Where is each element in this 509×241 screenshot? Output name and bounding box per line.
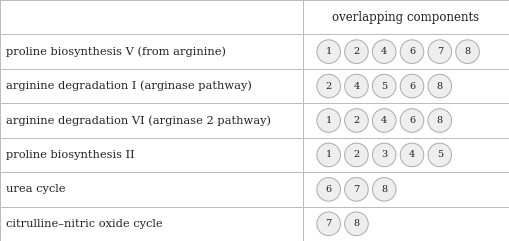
Text: 6: 6 [409,81,415,91]
Text: 6: 6 [409,47,415,56]
Text: 7: 7 [437,47,443,56]
Text: overlapping components: overlapping components [332,11,479,24]
Text: 2: 2 [353,150,359,160]
Text: proline biosynthesis V (from arginine): proline biosynthesis V (from arginine) [6,46,226,57]
Text: 5: 5 [437,150,443,160]
Circle shape [428,143,451,167]
Circle shape [317,74,341,98]
Text: 1: 1 [326,116,332,125]
Text: 1: 1 [326,150,332,160]
Circle shape [428,109,451,132]
Circle shape [345,40,368,63]
Circle shape [456,40,479,63]
Text: 4: 4 [353,81,359,91]
Circle shape [317,212,341,236]
Circle shape [345,178,368,201]
Circle shape [317,40,341,63]
Circle shape [345,109,368,132]
Text: 8: 8 [381,185,387,194]
Text: 2: 2 [353,116,359,125]
Circle shape [317,143,341,167]
Circle shape [345,74,368,98]
Circle shape [400,143,424,167]
Text: 8: 8 [437,116,443,125]
Circle shape [345,212,368,236]
Text: arginine degradation VI (arginase 2 pathway): arginine degradation VI (arginase 2 path… [6,115,271,126]
Text: urea cycle: urea cycle [6,184,66,194]
Text: arginine degradation I (arginase pathway): arginine degradation I (arginase pathway… [6,81,252,91]
Circle shape [400,40,424,63]
Text: 4: 4 [409,150,415,160]
Text: 2: 2 [326,81,332,91]
Circle shape [428,74,451,98]
Text: 8: 8 [437,81,443,91]
Text: 2: 2 [353,47,359,56]
Text: 8: 8 [465,47,471,56]
Circle shape [428,40,451,63]
Circle shape [373,109,396,132]
Circle shape [373,178,396,201]
Text: proline biosynthesis II: proline biosynthesis II [6,150,134,160]
Text: 7: 7 [353,185,359,194]
Text: 4: 4 [381,47,387,56]
Text: 5: 5 [381,81,387,91]
Text: 1: 1 [326,47,332,56]
Text: 8: 8 [353,219,359,228]
Circle shape [373,40,396,63]
Circle shape [317,178,341,201]
Circle shape [345,143,368,167]
Text: 4: 4 [381,116,387,125]
Text: 6: 6 [409,116,415,125]
Text: 3: 3 [381,150,387,160]
Text: 6: 6 [326,185,332,194]
Circle shape [400,74,424,98]
Circle shape [317,109,341,132]
Text: citrulline–nitric oxide cycle: citrulline–nitric oxide cycle [6,219,162,229]
Circle shape [400,109,424,132]
Text: 7: 7 [326,219,332,228]
Circle shape [373,74,396,98]
Circle shape [373,143,396,167]
